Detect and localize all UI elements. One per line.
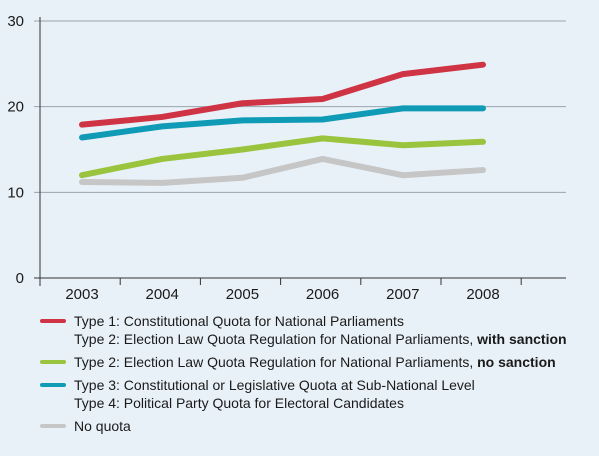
legend: Type 1: Constitutional Quota for Nationa…	[40, 312, 599, 440]
x-tick-label: 2006	[306, 286, 339, 303]
legend-swatch	[40, 383, 66, 387]
legend-label: Type 1: Constitutional Quota for Nationa…	[74, 312, 599, 330]
legend-label-emphasis: with sanction	[477, 331, 566, 347]
y-tick-label: 20	[7, 99, 24, 116]
legend-label: Type 3: Constitutional or Legislative Qu…	[74, 376, 599, 394]
chart: 0 10 20 30 2003 2004 2005 2006 2007 2008	[0, 0, 599, 312]
x-tick-label: 2005	[226, 286, 259, 303]
legend-item: Type 3: Constitutional or Legislative Qu…	[40, 376, 599, 412]
legend-item: Type 1: Constitutional Quota for Nationa…	[40, 312, 599, 348]
legend-label: Type 2: Election Law Quota Regulation fo…	[74, 330, 599, 348]
legend-label: Type 2: Election Law Quota Regulation fo…	[74, 353, 599, 371]
y-tick-labels: 0 10 20 30	[7, 13, 24, 287]
x-tick-label: 2008	[466, 286, 499, 303]
legend-swatch	[40, 360, 66, 364]
y-tick-label: 10	[7, 184, 24, 201]
series-line-type3	[82, 108, 483, 137]
legend-item: No quota	[40, 417, 599, 435]
legend-swatch	[40, 319, 66, 323]
legend-label: No quota	[74, 417, 599, 435]
y-tick-label: 30	[7, 13, 24, 30]
series-line-type1	[82, 65, 483, 125]
series-lines	[82, 65, 483, 183]
axes	[34, 17, 566, 286]
x-tick-labels: 2003 2004 2005 2006 2007 2008	[65, 286, 499, 303]
x-tick-label: 2007	[386, 286, 419, 303]
legend-swatch	[40, 424, 66, 428]
legend-item: Type 2: Election Law Quota Regulation fo…	[40, 353, 599, 371]
y-tick-label: 0	[16, 270, 24, 287]
legend-label-emphasis: no sanction	[477, 354, 556, 370]
x-tick-label: 2003	[65, 286, 98, 303]
legend-label: Type 4: Political Party Quota for Electo…	[74, 394, 599, 412]
x-tick-label: 2004	[146, 286, 179, 303]
